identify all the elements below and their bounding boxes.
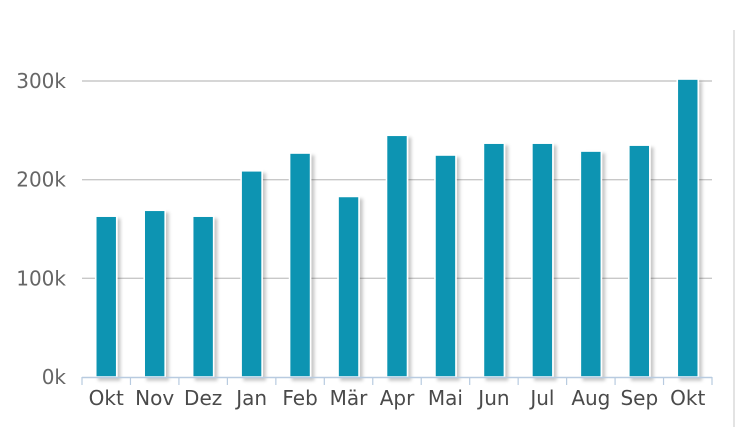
x-tick-label: Jan — [234, 386, 267, 410]
x-tick-label: Aug — [571, 386, 610, 410]
bar-1[interactable] — [94, 215, 118, 378]
y-tick-label: 0k — [42, 365, 67, 389]
bar-11[interactable] — [579, 150, 603, 378]
x-tick-label: Okt — [670, 386, 705, 410]
x-axis-labels: Okt Nov Dez Jan Feb Mär Apr Mai Jun Jul Aug Sep Okt — [89, 386, 706, 410]
x-tick-label: Nov — [135, 386, 174, 410]
x-tick-label: Apr — [380, 386, 415, 410]
x-tick-label: Jun — [476, 386, 509, 410]
bar-5[interactable] — [288, 152, 312, 378]
bar-6[interactable] — [337, 195, 360, 378]
x-axis — [81, 376, 713, 385]
bar-12[interactable] — [628, 144, 651, 378]
x-tick-label: Mai — [428, 386, 463, 410]
y-tick-label: 200k — [16, 168, 66, 192]
x-tick-label: Dez — [184, 386, 222, 410]
bar-13[interactable] — [676, 78, 700, 378]
y-tick-label: 100k — [16, 266, 66, 290]
bars — [94, 78, 700, 378]
x-tick-label: Mär — [330, 386, 369, 410]
bar-2[interactable] — [143, 209, 166, 378]
x-tick-label: Jul — [528, 386, 554, 410]
bar-3[interactable] — [191, 215, 215, 378]
x-tick-label: Feb — [282, 386, 317, 410]
y-axis-labels: 0k 100k 200k 300k — [16, 69, 66, 389]
y-tick-label: 300k — [16, 69, 66, 93]
bar-9[interactable] — [482, 142, 506, 378]
bar-4[interactable] — [240, 169, 263, 378]
x-tick-label: Sep — [620, 386, 658, 410]
bar-10[interactable] — [531, 142, 554, 378]
bar-7[interactable] — [385, 134, 409, 378]
x-tick-label: Okt — [89, 386, 124, 410]
bar-8[interactable] — [434, 154, 457, 378]
